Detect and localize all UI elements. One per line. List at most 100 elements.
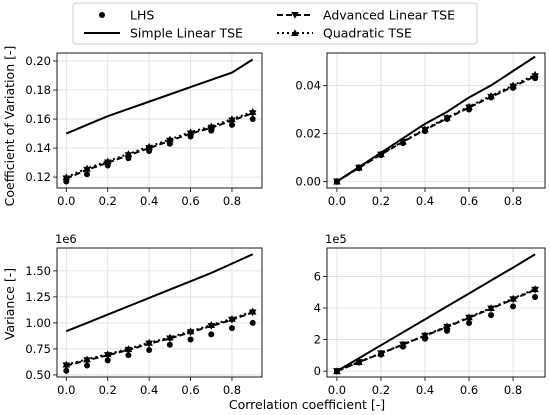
data-point — [487, 91, 495, 99]
legend-label: Simple Linear TSE — [130, 26, 243, 41]
data-point — [228, 325, 235, 332]
panel-bottom-right: 0.0 0.2 0.4 0.6 0.8 0 2 4 6 1e5 — [314, 232, 546, 397]
axes-frame — [56, 247, 263, 378]
series-line — [336, 288, 536, 373]
x-tick-label: 0.4 — [140, 194, 158, 208]
x-tick-label: 0.8 — [223, 194, 241, 208]
axes-frame — [326, 52, 546, 189]
series-line — [66, 310, 254, 366]
legend: LHS Simple Linear TSE Advanced Linear TSE Q… — [72, 2, 478, 45]
legend-box — [72, 2, 478, 45]
data-point — [465, 102, 473, 110]
series-line — [65, 253, 254, 333]
data-point — [103, 157, 112, 165]
data-point — [166, 135, 174, 143]
series-lhs — [63, 319, 256, 374]
data-point — [531, 70, 539, 78]
series-line — [66, 311, 254, 367]
x-tick-label: 0.4 — [140, 383, 158, 397]
data-point — [104, 357, 111, 364]
data-point — [207, 122, 216, 130]
series-line — [336, 55, 536, 183]
chart-panels: 0.0 0.2 0.4 0.6 0.80.120.140.160.180.200.0 0.… — [25, 52, 546, 397]
series-simple-linear-tse — [336, 55, 536, 183]
data-point — [145, 338, 153, 346]
data-point — [487, 304, 495, 312]
data-point — [510, 303, 517, 310]
data-point — [145, 142, 153, 150]
data-point — [249, 116, 256, 123]
series-lhs — [333, 75, 539, 185]
x-tick-label: 0.6 — [181, 383, 199, 397]
data-point — [421, 125, 429, 133]
data-point — [84, 362, 91, 369]
data-point — [421, 331, 429, 339]
legend-label: LHS — [130, 8, 154, 23]
series-simple-linear-tse — [65, 58, 254, 135]
y-tick-label: 0.14 — [25, 141, 51, 155]
y-tick-label: 6 — [314, 269, 321, 283]
data-point — [62, 173, 71, 181]
x-tick-label: 0.6 — [460, 383, 478, 397]
data-point — [509, 81, 517, 89]
panel-bottom-left: 0.0 0.2 0.4 0.6 0.8 0.50 0.75 1.00 1.25 1.50 1e6 — [25, 232, 263, 397]
series-simple-linear-tse — [65, 253, 254, 333]
data-point — [63, 367, 70, 374]
data-point — [103, 350, 112, 358]
x-tick-label: 0.2 — [99, 383, 117, 397]
data-point — [249, 319, 256, 326]
axes-frame — [326, 247, 546, 378]
data-point — [228, 121, 235, 128]
data-point — [377, 349, 385, 357]
data-point — [125, 352, 132, 359]
legend-entry-quadratic-tse: Quadratic TSE — [277, 26, 412, 41]
x-tick-label: 0.8 — [223, 383, 241, 397]
legend-label: Advanced Linear TSE — [323, 8, 455, 23]
data-point — [166, 341, 173, 348]
data-point — [399, 340, 407, 348]
data-point — [124, 345, 133, 352]
data-point — [355, 163, 363, 171]
data-point — [124, 150, 133, 157]
legend-entry-simple-linear-tse: Simple Linear TSE — [84, 26, 243, 41]
data-point — [532, 293, 539, 300]
data-point — [186, 128, 195, 136]
x-tick-label: 0.8 — [504, 383, 522, 397]
data-point — [465, 313, 473, 321]
y-tick-label: 0.16 — [25, 112, 51, 126]
legend-label: Quadratic TSE — [323, 26, 412, 41]
data-point — [187, 336, 194, 343]
axis-offset-label: 1e5 — [325, 232, 347, 246]
x-tick-label: 0.0 — [57, 194, 75, 208]
y-tick-label: 0.00 — [295, 175, 321, 189]
data-point — [84, 171, 91, 178]
series-line — [336, 75, 536, 183]
data-point — [228, 115, 236, 123]
data-point — [248, 107, 257, 115]
data-point — [444, 327, 451, 334]
y-tick-label: 1.50 — [25, 264, 51, 278]
y-tick-label: 0.50 — [25, 368, 51, 382]
y-tick-label: 1.25 — [25, 290, 51, 304]
series-line — [65, 58, 254, 135]
series-line — [336, 288, 536, 373]
data-point — [207, 321, 216, 329]
x-tick-label: 0.0 — [328, 383, 346, 397]
series-quadratic-tse — [333, 285, 539, 375]
series-advanced-linear-tse — [333, 73, 539, 186]
x-tick-label: 0.8 — [504, 194, 522, 208]
data-point — [355, 358, 363, 366]
data-point — [186, 327, 195, 335]
y-tick-label: 0.04 — [295, 78, 321, 92]
data-point — [83, 355, 91, 363]
data-point — [399, 137, 407, 145]
data-point — [466, 320, 473, 326]
y-tick-label: 0.75 — [25, 342, 51, 356]
panel-top-left: 0.0 0.2 0.4 0.6 0.8 0.12 0.14 0.16 0.18 0.20 — [25, 52, 263, 208]
x-tick-label: 0.6 — [460, 194, 478, 208]
data-point — [166, 333, 174, 341]
y-tick-label: 0.18 — [25, 83, 51, 97]
series-quadratic-tse — [333, 70, 539, 185]
y-tick-label: 1.00 — [25, 316, 51, 330]
